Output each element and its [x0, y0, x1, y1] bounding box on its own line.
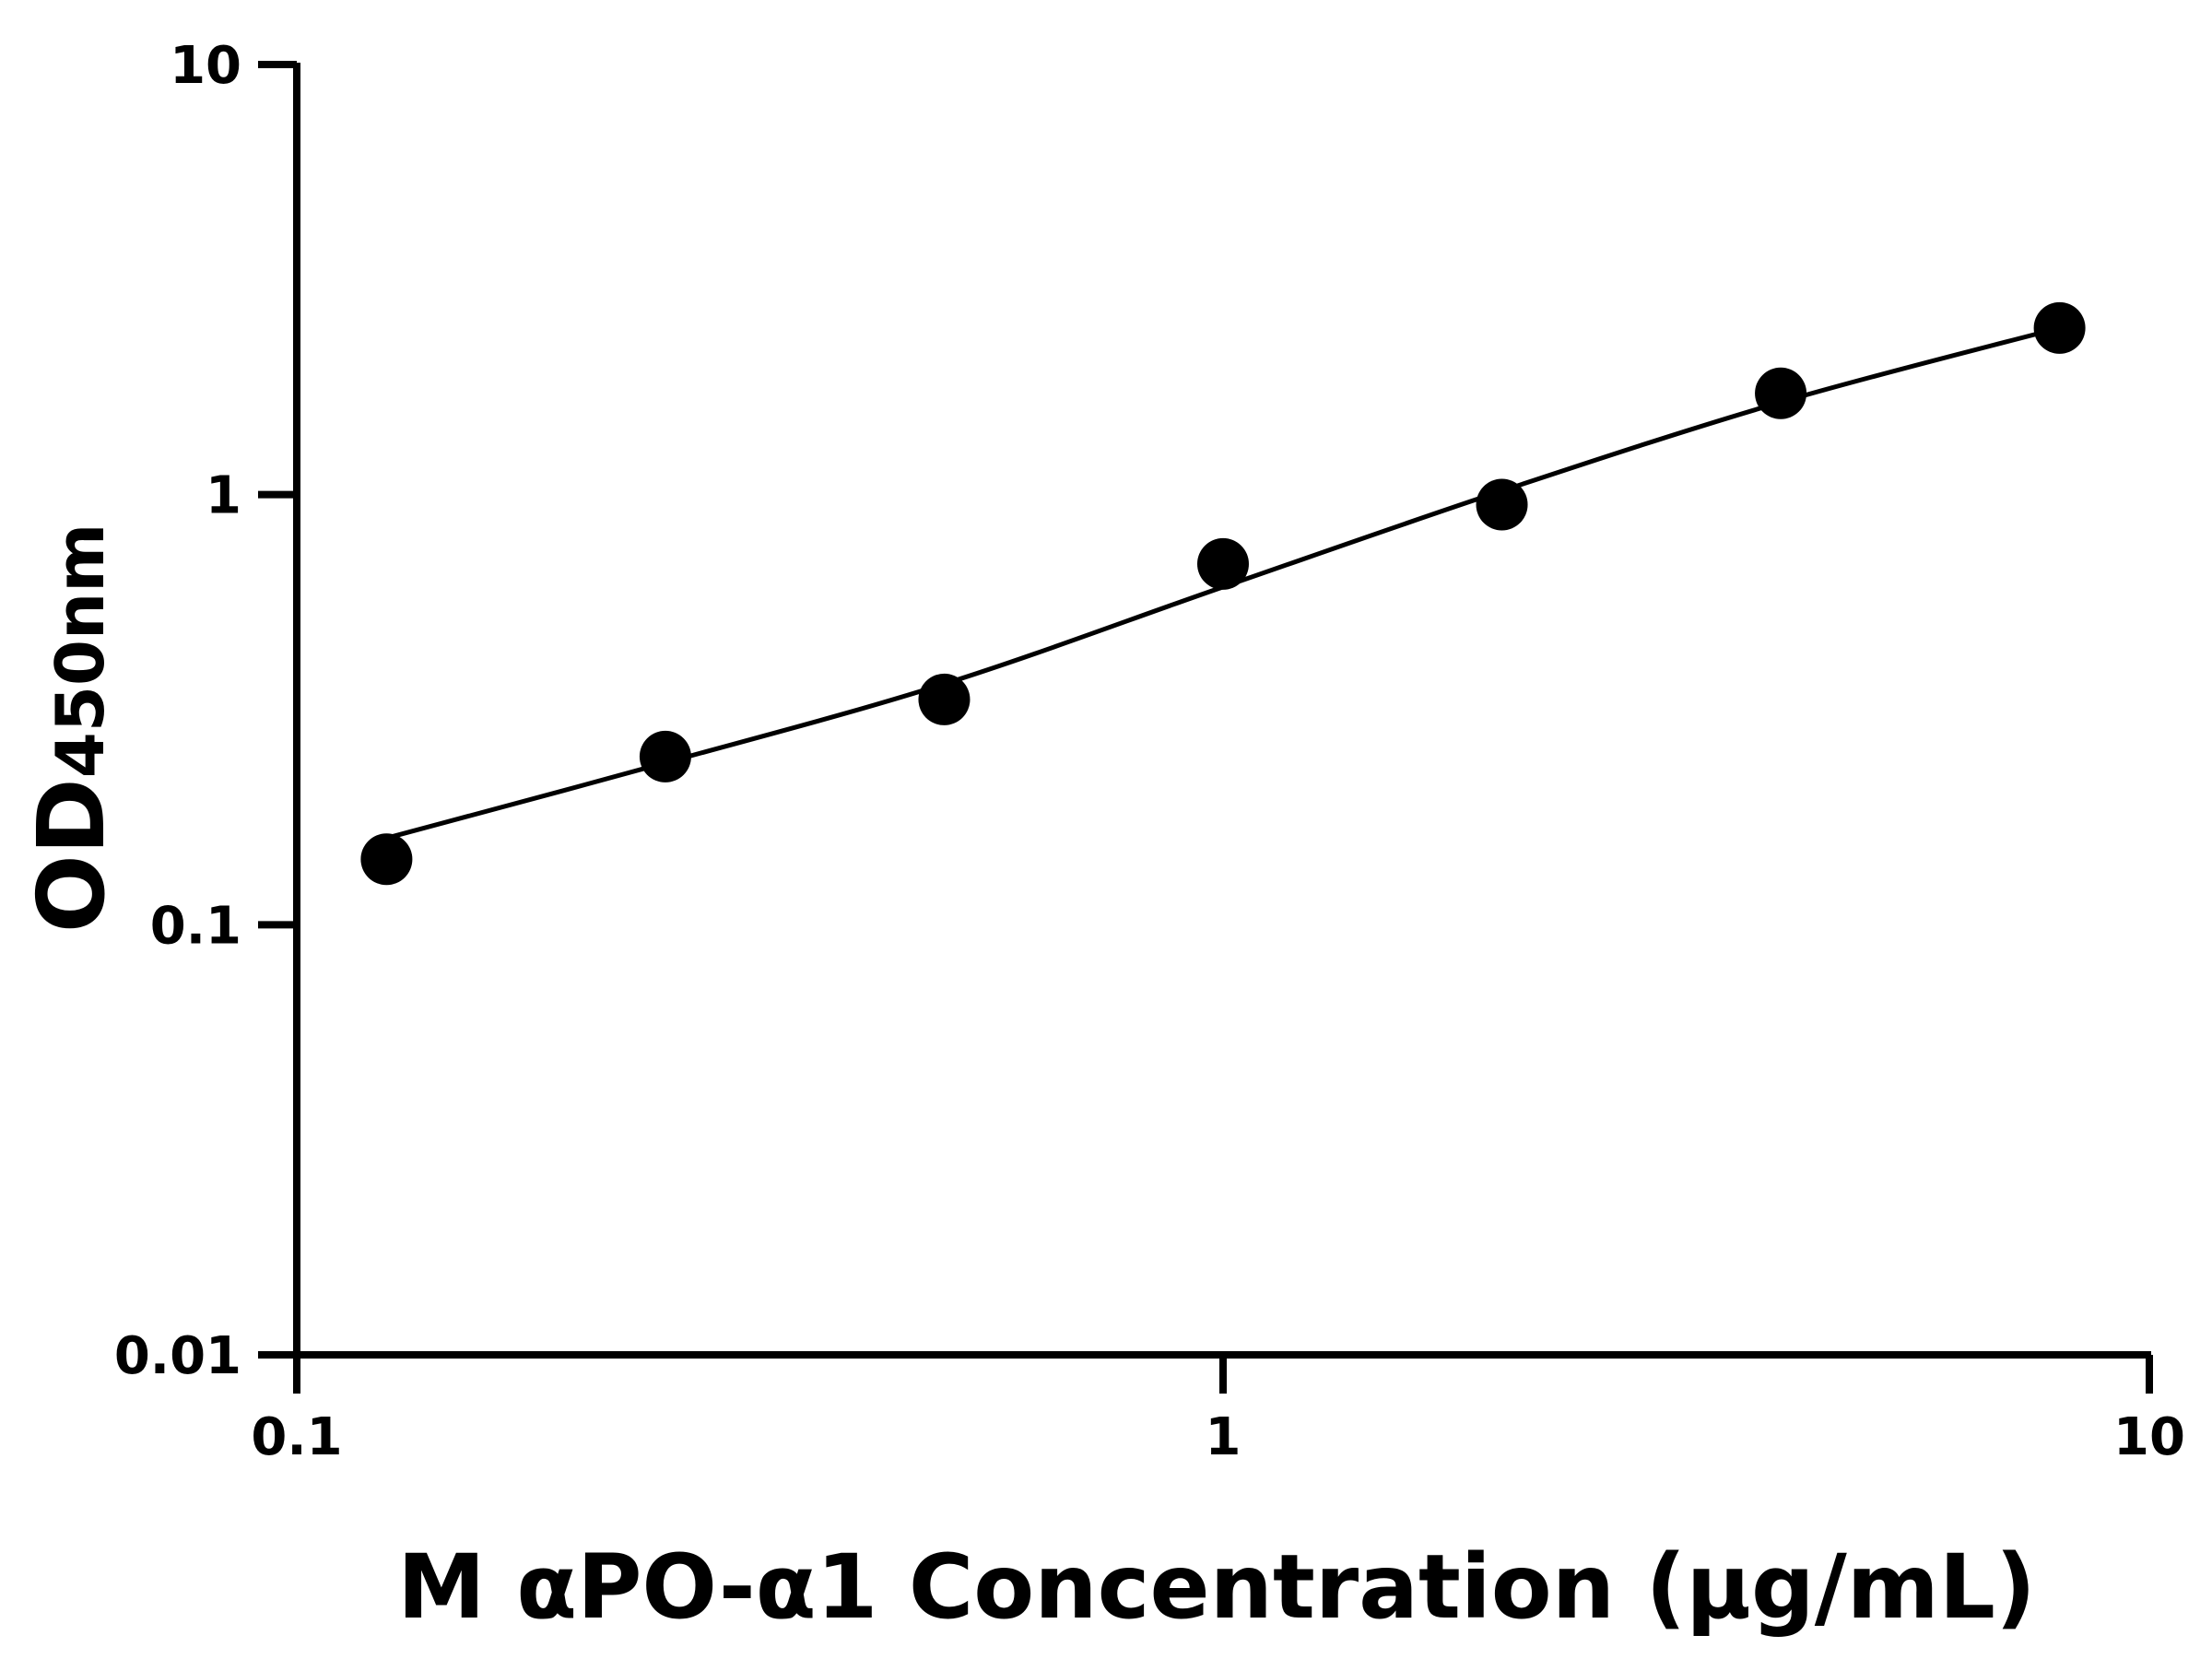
- data-point: [639, 730, 691, 782]
- data-point: [360, 833, 413, 886]
- x-tick-label: 0.1: [251, 1407, 342, 1467]
- y-tick-label: 1: [206, 466, 241, 526]
- x-tick-label: 1: [1206, 1407, 1241, 1467]
- x-ticks: 0.1 1 10: [251, 1355, 2185, 1467]
- y-axis-label-sub: 450nm: [41, 524, 119, 779]
- y-tick-label: 10: [170, 36, 241, 96]
- y-tick-label: 0.1: [150, 896, 241, 956]
- y-axis-label: OD450nm: [18, 524, 125, 934]
- data-point: [1197, 537, 1249, 590]
- y-axis-label-main: OD: [18, 778, 125, 933]
- data-point: [2033, 301, 2086, 354]
- data-point: [1755, 367, 1807, 419]
- axes: [293, 63, 2151, 1359]
- y-tick-label: 0.01: [114, 1326, 241, 1386]
- x-tick-label: 10: [2113, 1407, 2185, 1467]
- x-axis-label: M αPO-α1 Concentration (μg/mL): [397, 1535, 2036, 1639]
- data-point: [1476, 478, 1528, 531]
- y-ticks: 0.01 0.1 1 10: [114, 36, 297, 1386]
- data-points: [360, 301, 2086, 886]
- data-point: [918, 673, 971, 725]
